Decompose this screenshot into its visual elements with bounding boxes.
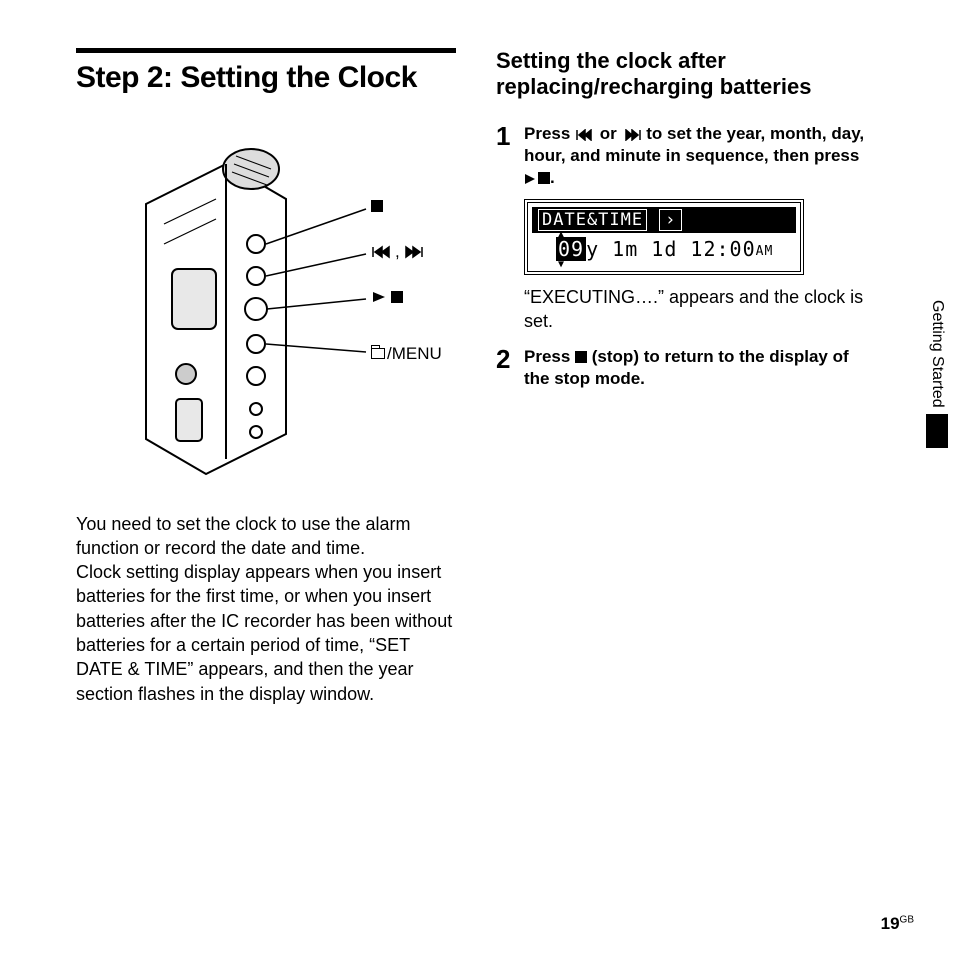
main-heading: Step 2: Setting the Clock bbox=[76, 61, 456, 96]
step-1-number: 1 bbox=[496, 123, 516, 189]
lcd-ampm: AM bbox=[756, 244, 774, 259]
lcd-value-rest: y 1m 1d 12:00 bbox=[586, 237, 756, 261]
stop-icon-inline-2 bbox=[575, 351, 587, 363]
page-number-value: 19 bbox=[881, 914, 900, 933]
stop-icon-2 bbox=[391, 291, 403, 303]
side-tab-marker bbox=[926, 414, 948, 448]
lcd-header: DATE&TIME › bbox=[532, 207, 796, 233]
device-svg bbox=[76, 114, 446, 494]
folder-icon bbox=[371, 348, 385, 359]
step-1-part-1: or bbox=[595, 124, 621, 143]
right-column: Setting the clock after replacing/rechar… bbox=[496, 48, 876, 706]
heading-rule bbox=[76, 48, 456, 53]
page-number: 19GB bbox=[881, 914, 914, 934]
step-2-text: Press (stop) to return to the display of… bbox=[524, 346, 876, 390]
stop-icon-inline bbox=[538, 172, 550, 184]
step-list: 1 Press or to set the year, month, day, … bbox=[496, 123, 876, 390]
lcd-body: ▲ 09y 1m 1d 12:00AM ▼ bbox=[532, 233, 796, 267]
next-icon-inline bbox=[622, 129, 642, 141]
prev-icon-inline bbox=[575, 129, 595, 141]
step-1-part-3: . bbox=[550, 168, 555, 187]
step-1-note: “EXECUTING….” appears and the clock is s… bbox=[524, 285, 876, 334]
menu-label: /MENU bbox=[387, 344, 442, 364]
lcd-arrow-down-icon: ▼ bbox=[558, 262, 565, 268]
page-number-suffix: GB bbox=[900, 914, 914, 925]
step-1-text: Press or to set the year, month, day, ho… bbox=[524, 123, 876, 189]
stop-icon bbox=[371, 200, 383, 212]
side-tab: Getting Started bbox=[926, 300, 948, 448]
step-1: 1 Press or to set the year, month, day, … bbox=[496, 123, 876, 189]
step-1-part-0: Press bbox=[524, 124, 575, 143]
step-2-part-0: Press bbox=[524, 347, 575, 366]
play-icon bbox=[371, 290, 387, 304]
callout-play-stop bbox=[371, 290, 403, 304]
lcd-display: DATE&TIME › ▲ 09y 1m 1d 12:00AM ▼ bbox=[524, 199, 804, 275]
step-2: 2 Press (stop) to return to the display … bbox=[496, 346, 876, 390]
lcd-value-highlight: 09 bbox=[556, 237, 586, 261]
page-root: Step 2: Setting the Clock bbox=[0, 0, 954, 706]
lcd-header-label: DATE&TIME bbox=[538, 209, 647, 231]
intro-paragraph: You need to set the clock to use the ala… bbox=[76, 512, 456, 706]
device-figure: , /MENU bbox=[76, 114, 446, 494]
lcd-header-arrow: › bbox=[659, 209, 682, 231]
callout-menu: /MENU bbox=[371, 344, 442, 364]
callout-stop bbox=[371, 200, 383, 212]
sub-heading: Setting the clock after replacing/rechar… bbox=[496, 48, 876, 101]
side-tab-label: Getting Started bbox=[928, 300, 946, 408]
prev-icon bbox=[371, 245, 391, 259]
lcd-arrow-up-icon: ▲ bbox=[558, 232, 565, 238]
callout-prev-next: , bbox=[371, 242, 424, 262]
next-icon bbox=[404, 245, 424, 259]
step-2-number: 2 bbox=[496, 346, 516, 390]
play-icon-inline bbox=[524, 173, 538, 185]
callout-sep: , bbox=[395, 242, 400, 262]
left-column: Step 2: Setting the Clock bbox=[76, 48, 456, 706]
